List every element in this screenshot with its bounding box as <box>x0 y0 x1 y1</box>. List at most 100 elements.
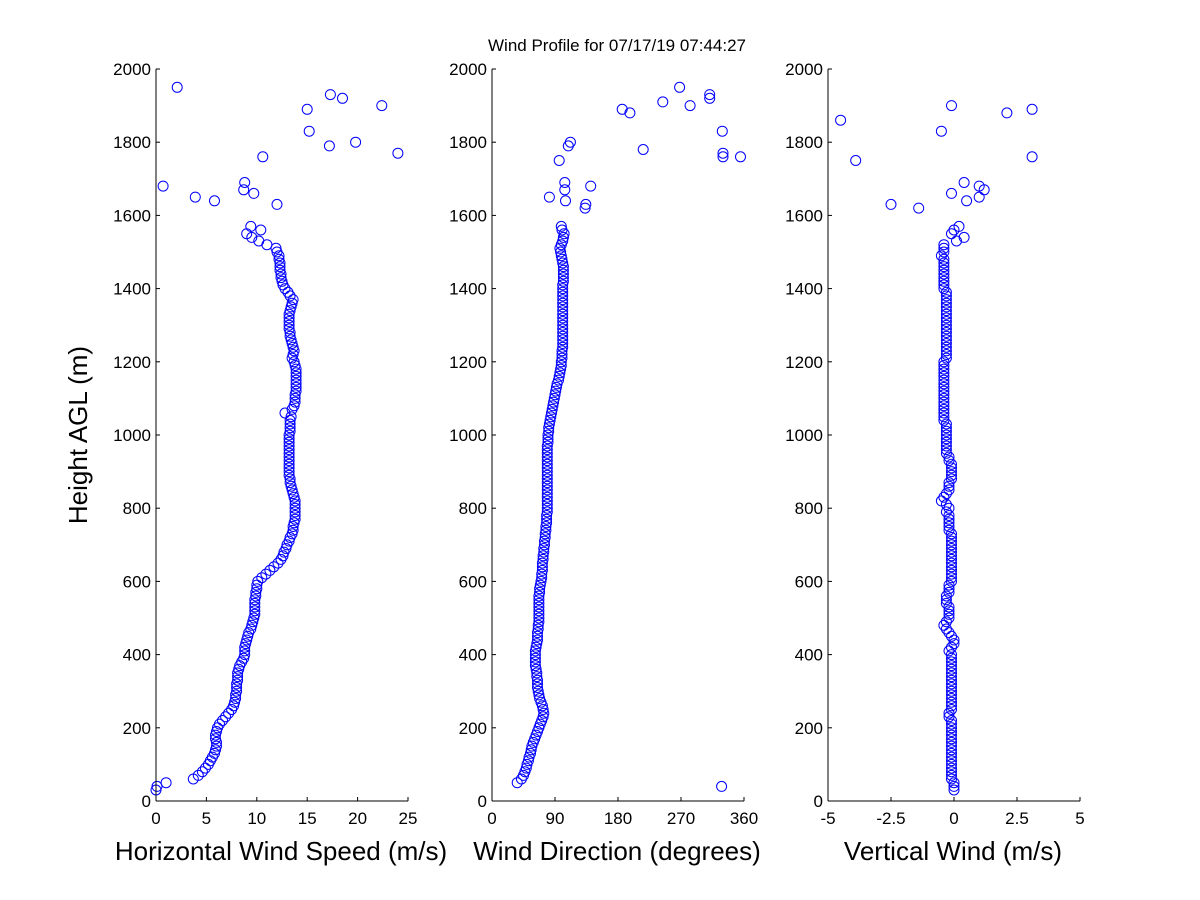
direction-data-point <box>624 107 636 119</box>
direction-data-point <box>541 480 553 492</box>
vertical-y-tick-label: 1000 <box>785 426 823 445</box>
speed-data-point <box>160 777 172 789</box>
vertical-y-tick-label: 800 <box>795 499 823 518</box>
vertical-data-point <box>938 389 950 401</box>
vertical-data-point <box>946 660 957 672</box>
vertical-data-point <box>943 583 955 595</box>
speed-data-point <box>392 147 404 159</box>
speed-data-point <box>290 385 302 397</box>
direction-data-point <box>546 403 558 415</box>
speed-data-point <box>238 184 250 196</box>
direction-data-point <box>538 543 550 554</box>
direction-data-point <box>543 191 555 203</box>
speed-data-point <box>337 92 348 104</box>
vertical-x-tick-label: -5 <box>820 809 835 828</box>
vertical-data-point <box>946 704 957 715</box>
vertical-x-tick-label: 2.5 <box>1005 809 1029 828</box>
direction-data-point <box>540 521 552 532</box>
direction-data-point <box>537 711 549 723</box>
speed-data-point <box>252 575 264 587</box>
vertical-data-point <box>973 191 985 203</box>
vertical-data-point <box>940 290 952 302</box>
vertical-y-tick-label: 2000 <box>785 60 823 79</box>
speed-data-point <box>289 502 301 514</box>
direction-data-point <box>657 96 669 108</box>
direction-data-point <box>579 202 591 214</box>
vertical-data-point <box>938 491 950 503</box>
vertical-data-point <box>946 564 957 576</box>
vertical-data-point <box>938 367 950 379</box>
direction-x-tick-label: 360 <box>730 809 758 828</box>
vertical-data-point <box>943 579 955 591</box>
speed-x-tick-label: 0 <box>151 809 160 828</box>
direction-data-point <box>539 532 551 543</box>
direction-x-tick-label: 0 <box>487 809 496 828</box>
direction-y-tick-label: 1800 <box>449 133 487 152</box>
vertical-data-point <box>940 327 952 338</box>
direction-data-point <box>557 272 569 284</box>
speed-data-point <box>284 425 296 437</box>
vertical-data-point <box>953 220 965 232</box>
vertical-data-point <box>940 444 952 456</box>
vertical-data-point <box>961 195 973 207</box>
direction-data-point <box>555 363 567 375</box>
direction-points <box>511 81 746 792</box>
speed-y-tick-label: 0 <box>142 792 151 811</box>
vertical-data-point <box>946 228 957 240</box>
direction-data-point <box>580 198 592 210</box>
speed-data-point <box>248 187 260 199</box>
direction-data-point <box>539 539 550 551</box>
direction-data-point <box>532 682 543 693</box>
vertical-data-point <box>940 506 952 518</box>
direction-y-tick-label: 1200 <box>449 353 487 372</box>
direction-data-point <box>556 345 568 357</box>
vertical-y-tick-label: 0 <box>814 792 823 811</box>
direction-data-point <box>537 704 549 715</box>
vertical-data-point <box>946 718 957 730</box>
speed-data-point <box>274 264 286 276</box>
direction-data-point <box>637 144 649 155</box>
vertical-data-point <box>946 187 957 199</box>
direction-data-point <box>557 297 569 309</box>
direction-data-point <box>557 323 569 335</box>
vertical-data-point <box>940 418 952 430</box>
speed-data-point <box>283 447 295 459</box>
direction-data-point <box>557 338 569 349</box>
vertical-points <box>835 100 1038 796</box>
vertical-data-point <box>946 751 957 763</box>
speed-data-point <box>290 374 302 386</box>
vertical-data-point <box>938 414 950 426</box>
direction-data-point <box>557 330 569 342</box>
direction-data-point <box>541 444 553 456</box>
vertical-data-point <box>938 403 950 415</box>
vertical-data-point <box>940 305 952 317</box>
vertical-data-point <box>940 440 952 452</box>
speed-data-point <box>283 319 295 331</box>
direction-data-point <box>541 477 553 489</box>
direction-data-point <box>557 275 569 287</box>
speed-y-axis-label: Height AGL (m) <box>63 346 93 524</box>
vertical-data-point <box>943 627 955 639</box>
vertical-data-point <box>938 370 950 382</box>
vertical-data-point <box>940 345 952 357</box>
direction-data-point <box>541 495 553 507</box>
speed-data-point <box>290 370 302 382</box>
vertical-data-point <box>938 264 950 276</box>
speed-x-tick-label: 15 <box>298 809 317 828</box>
direction-data-point <box>532 674 543 686</box>
direction-data-point <box>540 524 552 536</box>
direction-data-point <box>541 506 553 518</box>
direction-data-point <box>534 583 546 595</box>
direction-data-point <box>553 374 564 386</box>
vertical-data-point <box>946 539 957 551</box>
speed-data-point <box>284 477 296 489</box>
direction-data-point <box>559 184 571 196</box>
direction-data-point <box>539 528 551 540</box>
vertical-data-point <box>943 524 955 536</box>
speed-points <box>150 81 404 796</box>
direction-data-point <box>549 389 561 401</box>
direction-data-point <box>541 451 553 463</box>
direction-data-point <box>541 491 553 503</box>
speed-data-point <box>273 253 285 265</box>
